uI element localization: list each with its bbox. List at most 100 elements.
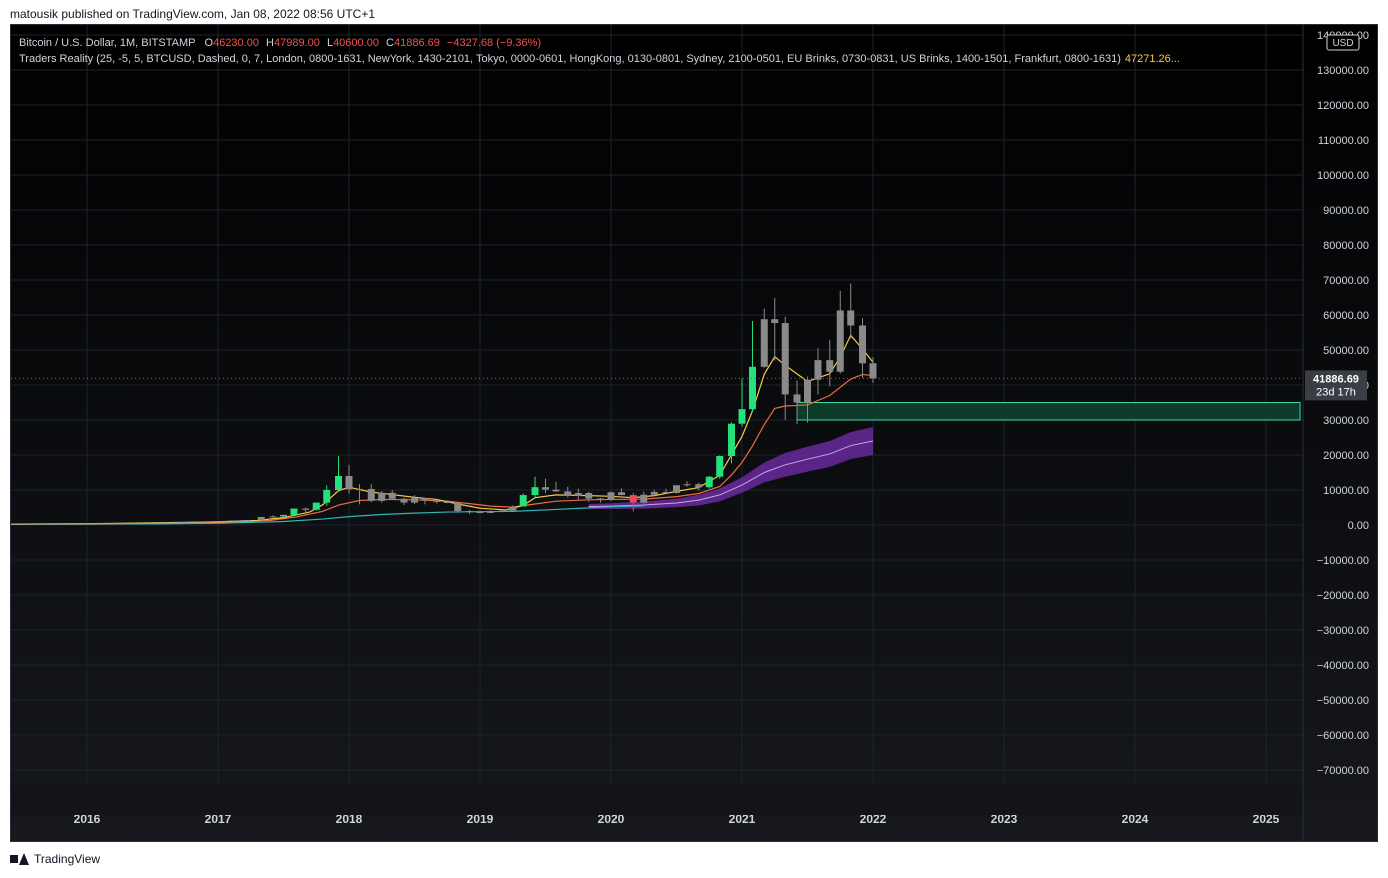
y-tick-label: 50000.00 [1323, 345, 1369, 357]
candle-body [312, 502, 320, 510]
candle-body [552, 489, 560, 492]
candle-body [542, 487, 549, 490]
candle-body [323, 490, 331, 503]
indicator-legend-row: Traders Reality (25, -5, 5, BTCUSD, Dash… [19, 51, 1180, 67]
x-tick-label: 2021 [729, 812, 756, 826]
chart-background [11, 25, 1377, 841]
candle-body [486, 511, 494, 513]
candle-body [335, 476, 343, 490]
x-tick-label: 2025 [1253, 812, 1280, 826]
indicator-value: 47271.26... [1124, 53, 1180, 65]
candle-body [476, 512, 484, 514]
cloud-midline [588, 440, 874, 507]
candle-body [466, 511, 474, 513]
candle-body [597, 498, 605, 500]
candle-body [411, 498, 418, 503]
candle-body [564, 491, 572, 496]
candle-body [388, 492, 396, 499]
candle-body [814, 360, 822, 380]
y-tick-label: 120000.00 [1317, 100, 1369, 112]
footer-brand-label: TradingView [34, 852, 101, 866]
candle-body [869, 363, 877, 379]
candle-body [716, 456, 724, 477]
candle-body [454, 502, 462, 511]
candle-body [748, 366, 756, 410]
candle-body [650, 491, 658, 495]
indicator-name[interactable]: Traders Reality (25, -5, 5, BTCUSD, Dash… [19, 53, 1121, 65]
x-tick-label: 2019 [467, 812, 494, 826]
price-chart[interactable]: 140000.00130000.00120000.00110000.001000… [11, 25, 1377, 841]
support-zone [796, 402, 1301, 421]
y-tick-label: 60000.00 [1323, 310, 1369, 322]
candle-body [367, 488, 375, 501]
candle-body [257, 516, 265, 521]
footer-brand: TradingView [10, 852, 100, 866]
y-tick-label: 30000.00 [1323, 415, 1369, 427]
candle-body [738, 409, 746, 424]
y-tick-label: −60000.00 [1317, 730, 1369, 742]
candle-body [859, 325, 867, 364]
candle-body [617, 492, 625, 496]
y-tick-label: −10000.00 [1317, 555, 1369, 567]
time-axis-band [11, 785, 1303, 815]
candle-body [498, 510, 506, 512]
candle-body [640, 494, 648, 503]
y-tick-label: −40000.00 [1317, 660, 1369, 672]
candle-body [771, 319, 779, 324]
y-tick-label: −50000.00 [1317, 695, 1369, 707]
y-tick-label: 0.00 [1348, 520, 1369, 532]
candle-body [443, 501, 451, 503]
y-tick-label: 10000.00 [1323, 485, 1369, 497]
candle-body [585, 492, 593, 499]
candle-body [728, 423, 736, 457]
candle-body [378, 492, 386, 501]
candle-body [695, 484, 703, 488]
candle-body [683, 484, 691, 486]
candle-body [290, 508, 298, 515]
chart-legend: Bitcoin / U.S. Dollar, 1M, BITSTAMP O462… [19, 35, 1180, 67]
currency-label: USD [1332, 38, 1353, 49]
chart-pane[interactable]: 140000.00130000.00120000.00110000.001000… [10, 24, 1378, 842]
x-tick-label: 2023 [991, 812, 1018, 826]
y-tick-label: 100000.00 [1317, 170, 1369, 182]
early-price-line [11, 519, 251, 525]
candle-body [269, 516, 277, 518]
tradingview-logo-icon [10, 853, 30, 865]
candle-body [673, 485, 680, 493]
ema-long-line [11, 505, 644, 525]
candle-body [355, 488, 363, 490]
candle-body [836, 310, 844, 372]
candle-body [531, 487, 539, 496]
symbol-name[interactable]: Bitcoin / U.S. Dollar, 1M, BITSTAMP [19, 37, 196, 49]
y-tick-label: 80000.00 [1323, 240, 1369, 252]
current-price-label: 41886.69 [1313, 373, 1359, 385]
candle-body [519, 495, 527, 507]
candle-body [662, 491, 670, 493]
change-value: −4327.68 (−9.36%) [446, 37, 542, 49]
y-tick-label: 110000.00 [1318, 135, 1369, 147]
candle-body [509, 506, 517, 511]
candle-body [804, 379, 811, 403]
candle-body [421, 498, 429, 501]
x-tick-label: 2022 [860, 812, 887, 826]
y-tick-label: 70000.00 [1323, 275, 1369, 287]
ema-slow-line [11, 373, 874, 525]
current-price-box [1305, 370, 1367, 401]
candle-body [793, 394, 801, 403]
symbol-legend-row: Bitcoin / U.S. Dollar, 1M, BITSTAMP O462… [19, 35, 1180, 51]
x-tick-label: 2020 [598, 812, 625, 826]
candle-body [433, 500, 441, 502]
high-label: H [266, 37, 274, 49]
x-tick-label: 2017 [205, 812, 232, 826]
countdown-label: 23d 17h [1316, 386, 1356, 398]
y-tick-label: −30000.00 [1317, 625, 1369, 637]
candle-body [629, 495, 637, 503]
publish-info: matousik published on TradingView.com, J… [10, 7, 376, 21]
candle-body [280, 514, 287, 517]
candle-body [705, 476, 713, 488]
y-tick-label: 90000.00 [1323, 205, 1369, 217]
candle-body [781, 323, 789, 395]
open-label: O [204, 37, 214, 49]
close-label: C [386, 37, 394, 49]
candle-body [574, 492, 582, 496]
